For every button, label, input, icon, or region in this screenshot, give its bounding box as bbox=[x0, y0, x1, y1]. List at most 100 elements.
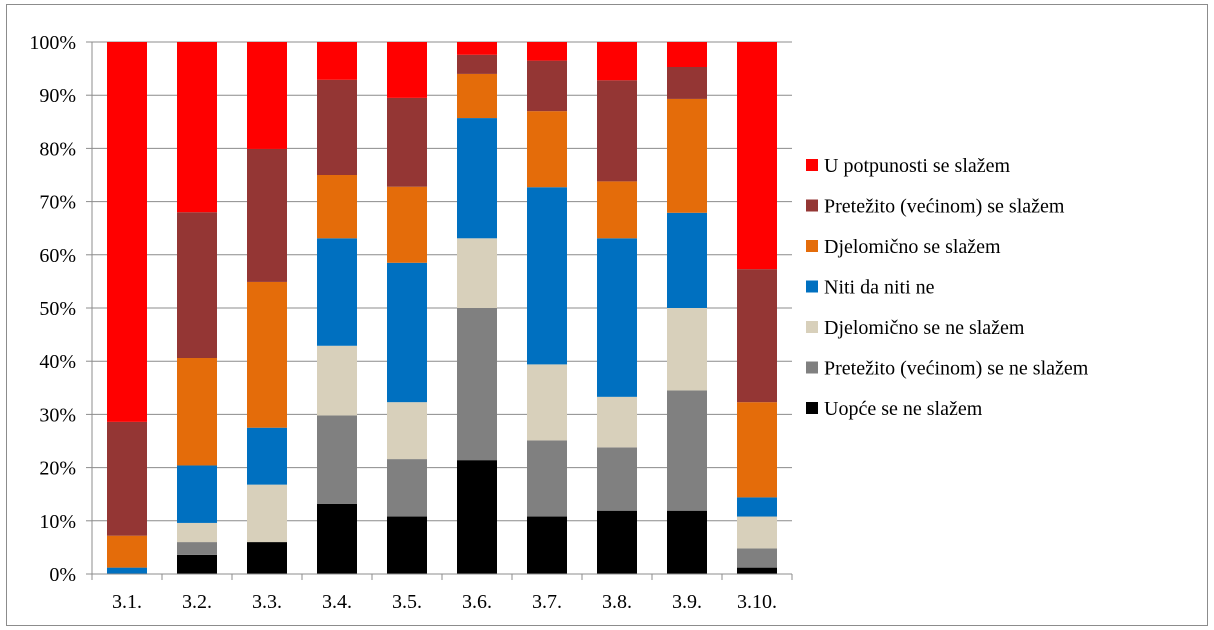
bar-segment bbox=[247, 281, 287, 428]
legend-swatch bbox=[806, 402, 818, 414]
bar-segment bbox=[737, 269, 777, 403]
bars bbox=[107, 42, 777, 574]
x-tick-label: 3.4. bbox=[322, 591, 352, 613]
bar-segment bbox=[597, 42, 637, 81]
bar-segment bbox=[317, 238, 357, 346]
legend-swatch bbox=[806, 159, 818, 171]
bar-segment bbox=[597, 447, 637, 511]
bar-segment bbox=[457, 238, 497, 308]
x-tick-label: 3.3. bbox=[252, 591, 282, 613]
y-tick-label: 10% bbox=[39, 511, 76, 533]
bar-segment bbox=[527, 111, 567, 188]
bar-segment bbox=[177, 465, 217, 523]
x-tick-label: 3.6. bbox=[462, 591, 492, 613]
bar-segment bbox=[527, 364, 567, 441]
bar-segment bbox=[177, 542, 217, 555]
bar-segment bbox=[317, 503, 357, 574]
bar-segment bbox=[317, 415, 357, 504]
legend-label: Djelomično se ne slažem bbox=[824, 317, 1025, 339]
bar-segment bbox=[457, 308, 497, 461]
y-tick-label: 70% bbox=[39, 192, 76, 214]
x-tick-label: 3.2. bbox=[182, 591, 212, 613]
bar-segment bbox=[457, 73, 497, 119]
bar-segment bbox=[667, 67, 707, 99]
bar-segment bbox=[667, 98, 707, 213]
y-tick-label: 50% bbox=[39, 298, 76, 320]
bar-segment bbox=[247, 484, 287, 543]
legend-swatch bbox=[806, 280, 818, 293]
bar-segment bbox=[597, 396, 637, 448]
x-tick-label: 3.7. bbox=[532, 591, 562, 613]
legend-label: Uopće se ne slažem bbox=[824, 398, 983, 420]
bar-segment bbox=[457, 42, 497, 55]
bar-segment bbox=[317, 175, 357, 239]
x-tick-label: 3.8. bbox=[602, 591, 632, 613]
bar-segment bbox=[177, 554, 217, 574]
y-tick-label: 100% bbox=[29, 32, 76, 54]
bar-segment bbox=[387, 97, 427, 187]
bar-segment bbox=[317, 42, 357, 80]
x-tick-label: 3.1. bbox=[112, 591, 142, 613]
bar-segment bbox=[247, 148, 287, 282]
bar-segment bbox=[457, 460, 497, 574]
bar-segment bbox=[107, 42, 147, 422]
bar-segment bbox=[387, 186, 427, 263]
legend-label: Pretežito (većinom) se slažem bbox=[824, 196, 1065, 218]
bar-segment bbox=[177, 212, 217, 359]
y-tick-label: 30% bbox=[39, 404, 76, 426]
bar-segment bbox=[247, 42, 287, 149]
bar-segment bbox=[597, 238, 637, 397]
bar-segment bbox=[527, 42, 567, 61]
axes bbox=[86, 41, 793, 580]
bar-segment bbox=[177, 522, 217, 543]
y-tick-label: 40% bbox=[39, 351, 76, 373]
bar-segment bbox=[737, 42, 777, 270]
bar-segment bbox=[527, 516, 567, 574]
bar-segment bbox=[667, 308, 707, 391]
bar-segment bbox=[667, 510, 707, 574]
legend-label: Niti da niti ne bbox=[824, 277, 935, 299]
bar-segment bbox=[737, 497, 777, 517]
bar-segment bbox=[737, 548, 777, 568]
y-tick-label: 90% bbox=[39, 85, 76, 107]
x-tick-label: 3.9. bbox=[672, 591, 702, 613]
bar-segment bbox=[667, 390, 707, 511]
legend-label: Pretežito (većinom) se ne slažem bbox=[824, 358, 1089, 380]
bar-segment bbox=[667, 42, 707, 68]
y-tick-label: 20% bbox=[39, 458, 76, 480]
legend: U potpunosti se slažem Pretežito (većinom… bbox=[806, 155, 1089, 420]
bar-segment bbox=[597, 80, 637, 182]
legend-label: Djelomično se slažem bbox=[824, 236, 1001, 258]
bar-segment bbox=[247, 427, 287, 485]
bar-segment bbox=[667, 212, 707, 308]
y-tick-label: 80% bbox=[39, 138, 76, 160]
bar-segment bbox=[457, 54, 497, 74]
bar-segment bbox=[317, 345, 357, 416]
y-tick-label: 60% bbox=[39, 245, 76, 267]
bar-segment bbox=[597, 510, 637, 574]
x-tick-label: 3.10. bbox=[737, 591, 777, 613]
legend-swatch bbox=[806, 199, 818, 212]
bar-segment bbox=[597, 181, 637, 239]
y-tick-label: 0% bbox=[49, 564, 76, 586]
bar-segment bbox=[107, 421, 147, 536]
bar-segment bbox=[387, 516, 427, 574]
bar-segment bbox=[527, 440, 567, 517]
x-tick-label: 3.5. bbox=[392, 591, 422, 613]
x-tick-labels: 3.1. 3.2. 3.3. 3.4. 3.5. 3.6. 3.7. 3.8. 3.9. 3.10… bbox=[112, 591, 777, 613]
bar-segment bbox=[317, 79, 357, 175]
bar-segment bbox=[247, 542, 287, 574]
bar-segment bbox=[457, 118, 497, 239]
bar-segment bbox=[387, 42, 427, 98]
bar-segment bbox=[527, 187, 567, 365]
bar-segment bbox=[737, 567, 777, 574]
bar-segment bbox=[107, 535, 147, 568]
legend-label: U potpunosti se slažem bbox=[824, 155, 1011, 177]
legend-swatch bbox=[806, 240, 818, 252]
bar-segment bbox=[737, 402, 777, 498]
bar-segment bbox=[107, 567, 147, 574]
y-tick-labels: 0% 10% 20% 30% 40% 50% 60% 70% 80% 90% 100% bbox=[29, 32, 76, 586]
bar-segment bbox=[387, 402, 427, 460]
bar-segment bbox=[527, 60, 567, 112]
